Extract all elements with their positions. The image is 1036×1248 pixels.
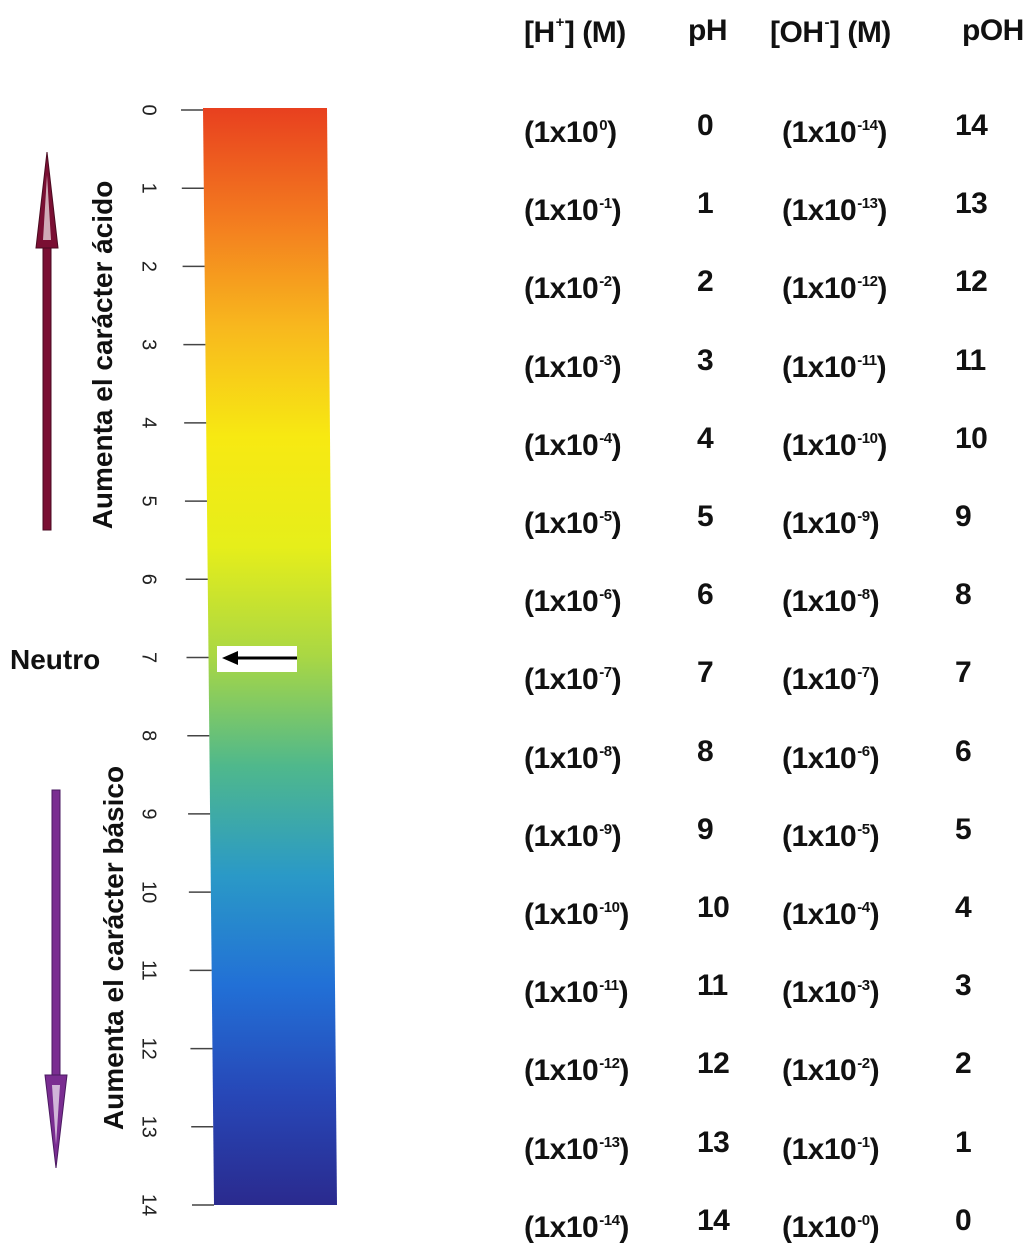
ph-cell: 4 [697, 422, 714, 455]
oh-conc-cell: (1x10-6) [782, 742, 880, 775]
h-conc-cell: (1x10-4) [524, 429, 622, 462]
oh-conc-cell: (1x10-9) [782, 507, 880, 540]
poh-cell: 1 [955, 1126, 972, 1159]
oh-conc-cell: (1x10-7) [782, 663, 880, 696]
h-conc-cell: (1x10-6) [524, 585, 622, 618]
oh-conc-cell: (1x10-2) [782, 1054, 880, 1087]
h-conc-cell: (1x10-9) [524, 820, 622, 853]
h-conc-cell: (1x10-8) [524, 742, 622, 775]
tick-label: 5 [138, 496, 160, 507]
tick-label: 14 [138, 1194, 160, 1216]
ph-cell: 11 [697, 969, 728, 1002]
poh-cell: 14 [955, 109, 988, 142]
oh-conc-cell: (1x10-3) [782, 976, 880, 1009]
ph-cell: 14 [697, 1204, 730, 1237]
tick-label: 9 [138, 808, 160, 819]
tick-label: 4 [138, 417, 160, 428]
ph-cell: 9 [697, 813, 714, 846]
poh-cell: 3 [955, 969, 972, 1002]
tick-label: 3 [138, 339, 160, 350]
base-arrow-icon [44, 789, 68, 1169]
tick-label: 2 [138, 261, 160, 272]
ph-cell: 1 [697, 187, 714, 220]
acid-arrow-icon [35, 151, 59, 531]
poh-cell: 9 [955, 500, 972, 533]
ph-cell: 8 [697, 735, 714, 768]
oh-conc-cell: (1x10-11) [782, 351, 887, 384]
ph-cell: 12 [697, 1047, 730, 1080]
ph-cell: 6 [697, 578, 714, 611]
poh-cell: 4 [955, 891, 972, 924]
oh-conc-cell: (1x10-10) [782, 429, 887, 462]
oh-conc-cell: (1x10-1) [782, 1133, 880, 1166]
oh-conc-cell: (1x10-5) [782, 820, 880, 853]
ph-cell: 2 [697, 265, 714, 298]
h-conc-cell: (1x10-14) [524, 1211, 629, 1244]
tick-label: 11 [138, 960, 160, 981]
h-conc-cell: (1x10-7) [524, 663, 622, 696]
tick-label: 1 [138, 183, 160, 194]
h-conc-cell: (1x10-3) [524, 351, 622, 384]
oh-conc-cell: (1x10-12) [782, 272, 887, 305]
acid-increase-label: Aumenta el carácter ácido [87, 181, 118, 530]
ph-cell: 13 [697, 1126, 730, 1159]
poh-cell: 2 [955, 1047, 972, 1080]
oh-conc-cell: (1x10-4) [782, 898, 880, 931]
base-increase-label: Aumenta el carácter básico [98, 766, 129, 1130]
oh-conc-cell: (1x10-13) [782, 194, 887, 227]
h-conc-cell: (1x10-11) [524, 976, 629, 1009]
h-conc-cell: (1x10-10) [524, 898, 629, 931]
oh-conc-cell: (1x10-0) [782, 1211, 880, 1244]
tick-label: 0 [138, 104, 160, 115]
header-poh: pOH [962, 14, 1024, 47]
header-oh-conc: [OH-] (M) [770, 14, 891, 49]
header-ph: pH [688, 14, 728, 47]
neutral-arrow-icon [217, 646, 297, 672]
poh-cell: 11 [955, 344, 986, 377]
neutral-label: Neutro [10, 644, 100, 675]
ph-cell: 5 [697, 500, 714, 533]
h-conc-cell: (1x10-1) [524, 194, 622, 227]
poh-cell: 7 [955, 656, 972, 689]
tick-label: 8 [138, 730, 160, 741]
poh-cell: 13 [955, 187, 988, 220]
ph-cell: 0 [697, 109, 714, 142]
h-conc-cell: (1x10-12) [524, 1054, 629, 1087]
ph-cell: 3 [697, 344, 714, 377]
header-h-conc: [H+] (M) [524, 14, 626, 49]
tick-label: 13 [138, 1116, 160, 1138]
poh-cell: 0 [955, 1204, 972, 1237]
oh-conc-cell: (1x10-14) [782, 116, 887, 149]
h-conc-cell: (1x10-5) [524, 507, 622, 540]
poh-cell: 5 [955, 813, 972, 846]
oh-conc-cell: (1x10-8) [782, 585, 880, 618]
ph-cell: 7 [697, 656, 714, 689]
h-conc-cell: (1x10-2) [524, 272, 622, 305]
ph-cell: 10 [697, 891, 730, 924]
poh-cell: 8 [955, 578, 972, 611]
h-conc-cell: (1x100) [524, 116, 617, 149]
poh-cell: 6 [955, 735, 972, 768]
h-conc-cell: (1x10-13) [524, 1133, 629, 1166]
tick-label: 10 [138, 881, 160, 903]
tick-label: 12 [138, 1037, 160, 1059]
poh-cell: 12 [955, 265, 988, 298]
poh-cell: 10 [955, 422, 988, 455]
tick-label: 7 [138, 652, 160, 663]
tick-label: 6 [138, 574, 160, 585]
